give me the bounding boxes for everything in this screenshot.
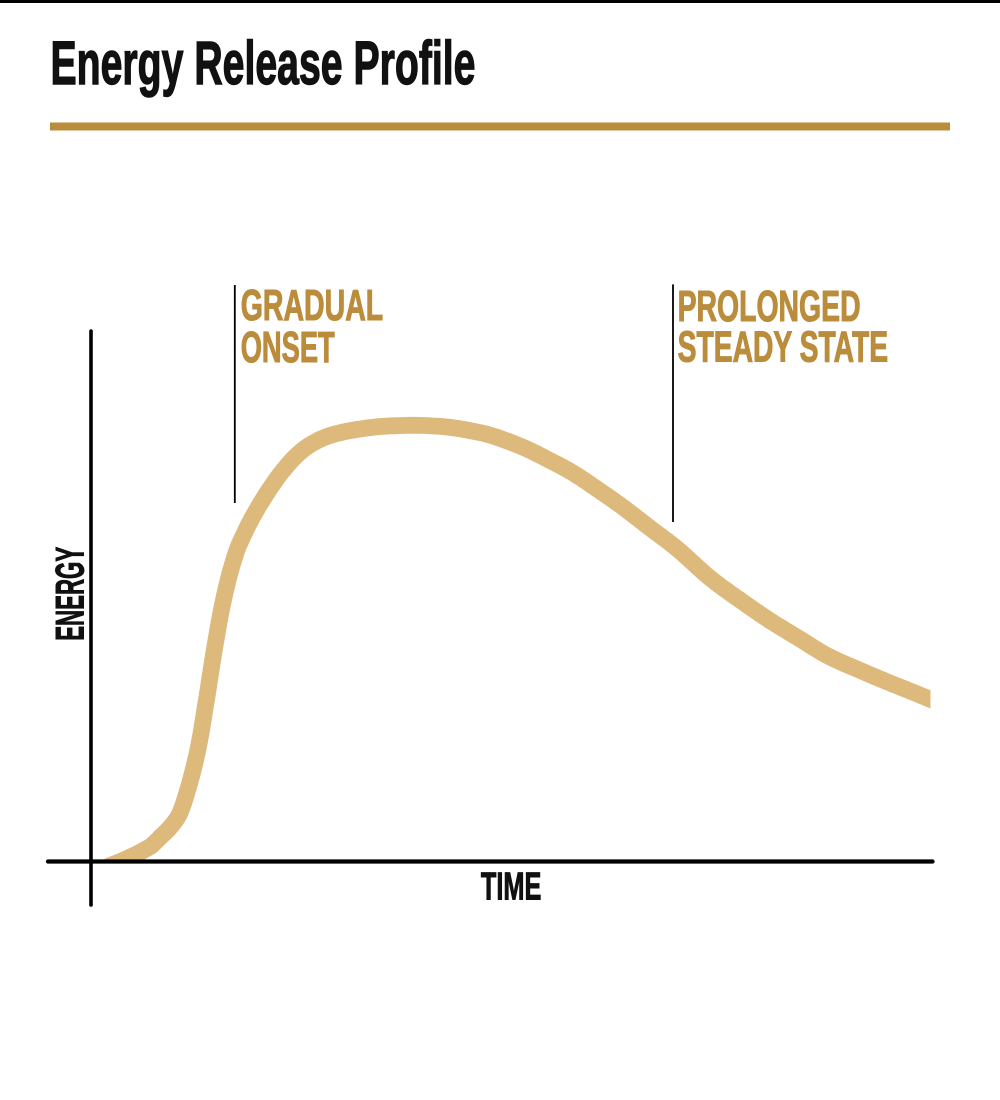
svg-text:ONSET: ONSET bbox=[241, 324, 335, 372]
svg-text:Energy Release Profile: Energy Release Profile bbox=[51, 29, 476, 97]
svg-text:GRADUAL: GRADUAL bbox=[241, 282, 384, 330]
svg-text:PROLONGED: PROLONGED bbox=[678, 283, 861, 331]
svg-text:TIME: TIME bbox=[481, 866, 542, 909]
svg-text:STEADY STATE: STEADY STATE bbox=[678, 324, 889, 372]
svg-text:ENERGY: ENERGY bbox=[48, 547, 92, 641]
